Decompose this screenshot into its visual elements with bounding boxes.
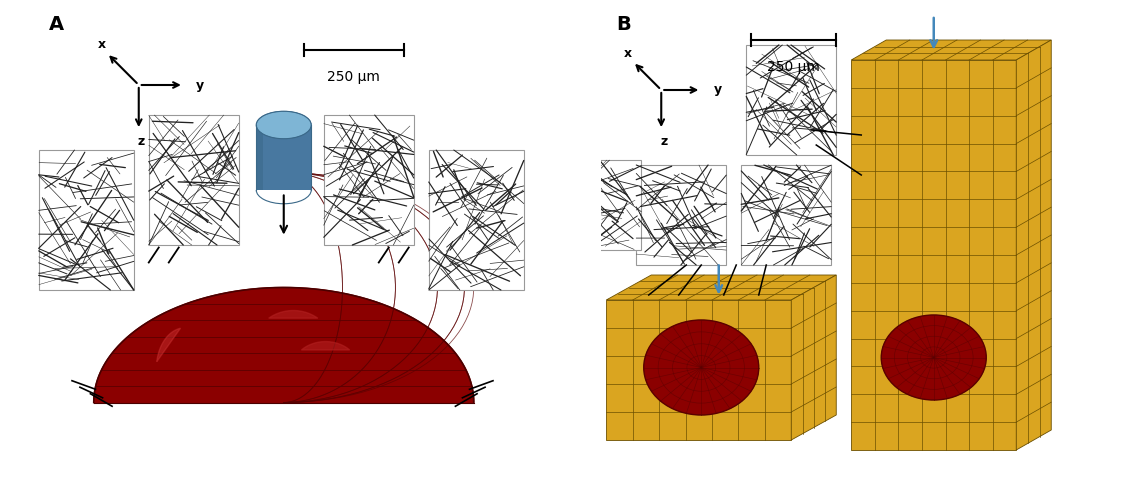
Text: A: A <box>49 15 64 34</box>
Polygon shape <box>257 125 263 190</box>
Text: z: z <box>137 135 145 148</box>
Polygon shape <box>791 275 836 440</box>
Text: B: B <box>616 15 631 34</box>
Bar <box>581 160 641 250</box>
Bar <box>637 165 726 265</box>
Ellipse shape <box>881 315 986 400</box>
Polygon shape <box>257 125 311 190</box>
Polygon shape <box>94 288 473 403</box>
Text: x: x <box>98 38 106 51</box>
Bar <box>149 115 238 245</box>
Ellipse shape <box>644 320 759 415</box>
Text: z: z <box>661 135 667 148</box>
Ellipse shape <box>257 112 311 138</box>
Polygon shape <box>302 342 350 350</box>
Bar <box>741 165 831 265</box>
Polygon shape <box>157 328 180 362</box>
Bar <box>746 45 836 155</box>
Text: 250 μm: 250 μm <box>767 60 821 74</box>
Text: y: y <box>714 84 722 96</box>
Polygon shape <box>269 310 318 318</box>
Polygon shape <box>851 60 1016 450</box>
Polygon shape <box>606 275 836 300</box>
Polygon shape <box>606 300 791 440</box>
Bar <box>429 150 523 290</box>
Bar <box>39 150 134 290</box>
Text: 250 μm: 250 μm <box>327 70 380 84</box>
Bar <box>323 115 414 245</box>
Text: y: y <box>196 78 204 92</box>
Text: x: x <box>624 46 632 60</box>
Polygon shape <box>851 40 1051 60</box>
Polygon shape <box>1016 40 1051 450</box>
